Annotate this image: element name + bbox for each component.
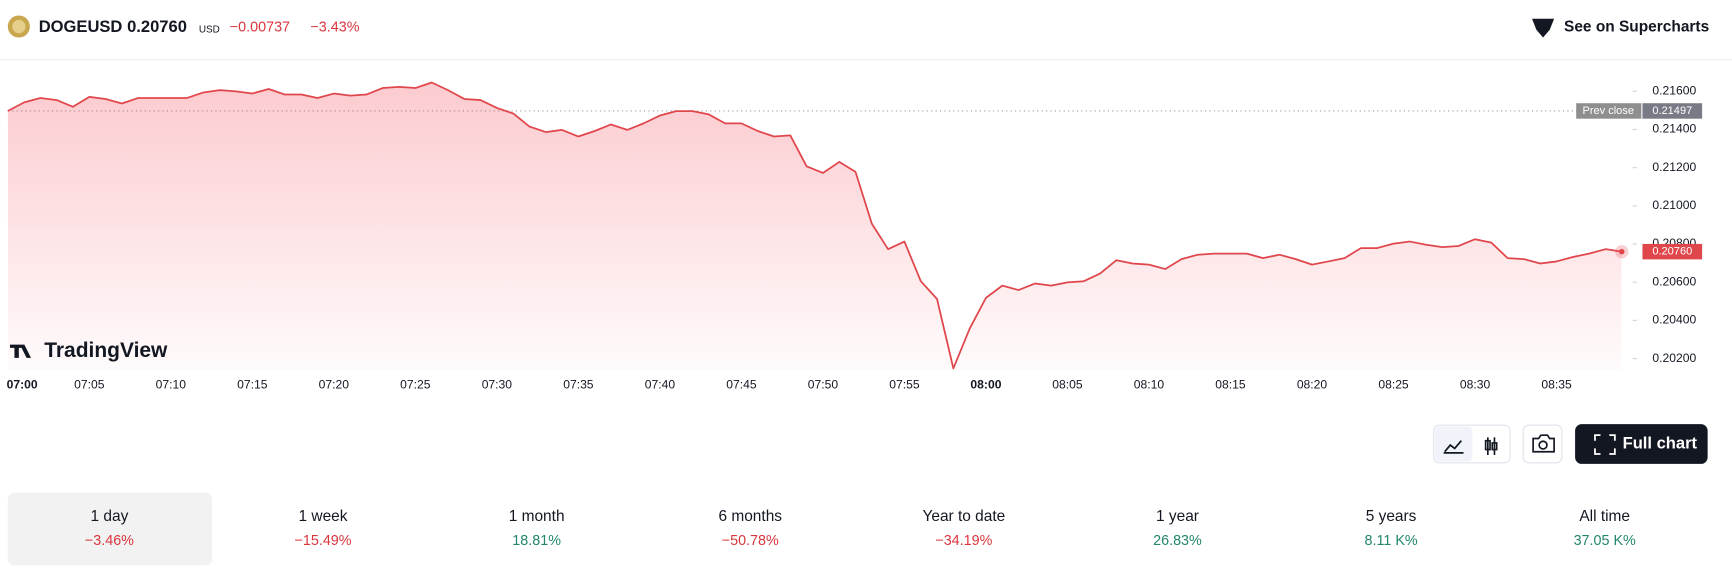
last-point	[1618, 248, 1625, 255]
tv-logo-icon	[10, 344, 31, 358]
camera-lens	[1538, 440, 1548, 450]
area-icon	[1443, 440, 1464, 454]
prev-close-value: 0.21497	[1652, 105, 1692, 117]
prev-close-name: Prev close	[1582, 105, 1634, 117]
camera-icon	[1532, 434, 1555, 453]
supercharts-icon[interactable]	[1532, 18, 1555, 38]
prev-close-value-tag	[1642, 103, 1703, 119]
y-tick-label: 0.21400	[1652, 122, 1696, 136]
period-label[interactable]: 1 day	[91, 508, 129, 525]
period-label[interactable]: Year to date	[922, 508, 1005, 525]
change: −0.00737	[230, 19, 290, 35]
prev-close-tag	[1576, 103, 1642, 119]
x-tick-label: 07:15	[237, 378, 268, 392]
x-tick-label: 08:15	[1215, 378, 1246, 392]
tv-logo: TradingView	[44, 339, 168, 362]
currency: USD	[199, 24, 220, 35]
x-tick-label: 07:30	[482, 378, 513, 392]
supercharts-link[interactable]: See on Supercharts	[1564, 19, 1709, 36]
y-tick-label: 0.21600	[1652, 83, 1696, 97]
x-tick-label: 07:25	[400, 378, 431, 392]
x-tick-label: 08:05	[1052, 378, 1083, 392]
period-label[interactable]: 1 month	[509, 508, 565, 525]
x-tick-label: 07:40	[645, 378, 676, 392]
x-tick-label: 07:45	[726, 378, 757, 392]
area-button[interactable]	[1434, 426, 1473, 462]
change-percent: −3.43%	[310, 19, 359, 35]
full-chart-label: Full chart	[1623, 433, 1698, 452]
symbol-logo-inner	[12, 19, 26, 34]
period-change[interactable]: 37.05 K%	[1574, 533, 1636, 549]
period-change[interactable]: −15.49%	[295, 533, 352, 549]
x-tick-label: 07:50	[808, 378, 839, 392]
price: 0.20760	[127, 17, 187, 36]
period-change[interactable]: −34.19%	[935, 533, 992, 549]
x-tick-label: 07:10	[156, 378, 187, 392]
periods: 1 day −3.46% 1 week −15.49% 1 month 18.81% 6 m…	[7, 492, 1636, 566]
snapshot-button[interactable]	[1522, 424, 1563, 464]
period-label[interactable]: 1 week	[299, 508, 348, 525]
period-label[interactable]: 5 years	[1366, 508, 1417, 525]
last-price-label: 0.20760	[1652, 246, 1692, 258]
period-change[interactable]: −3.46%	[85, 533, 134, 549]
y-tick-label: 0.20200	[1652, 351, 1696, 365]
plot: 0.202000.204000.206000.208000.210000.212…	[7, 81, 1703, 392]
full-chart-button[interactable]	[1575, 424, 1708, 464]
candle-button[interactable]	[1484, 437, 1498, 456]
last-price-tag	[1642, 243, 1703, 260]
x-tick-label: 08:25	[1378, 378, 1409, 392]
period-label[interactable]: All time	[1579, 508, 1630, 525]
y-tick-label: 0.20600	[1652, 274, 1696, 288]
full-chart-icon	[1594, 434, 1616, 455]
x-tick-label: 08:30	[1460, 378, 1491, 392]
y-tick-label: 0.21000	[1652, 198, 1696, 212]
x-tick-label: 07:35	[563, 378, 594, 392]
period-selected[interactable]	[7, 492, 213, 566]
x-tick-label: 08:00	[970, 378, 1001, 392]
period-change[interactable]: 18.81%	[512, 533, 561, 549]
x-tick-label: 07:00	[7, 378, 38, 392]
area	[7, 82, 1622, 371]
x-tick-label: 07:55	[889, 378, 920, 392]
y-tick-label: 0.20400	[1652, 313, 1696, 327]
x-tick-label: 07:20	[319, 378, 350, 392]
price-line	[7, 81, 1622, 370]
period-label[interactable]: 6 months	[718, 508, 782, 525]
x-tick-label: 08:10	[1134, 378, 1165, 392]
period-label[interactable]: 1 year	[1156, 508, 1199, 525]
x-tick-label: 07:05	[74, 378, 105, 392]
x-tick-label: 08:35	[1541, 378, 1572, 392]
symbol: DOGEUSD	[39, 17, 123, 36]
y-tick-label: 0.21200	[1652, 160, 1696, 174]
period-change[interactable]: −50.78%	[722, 533, 779, 549]
period-change[interactable]: 26.83%	[1153, 533, 1202, 549]
period-change[interactable]: 8.11 K%	[1364, 533, 1417, 549]
x-tick-label: 08:20	[1297, 378, 1328, 392]
